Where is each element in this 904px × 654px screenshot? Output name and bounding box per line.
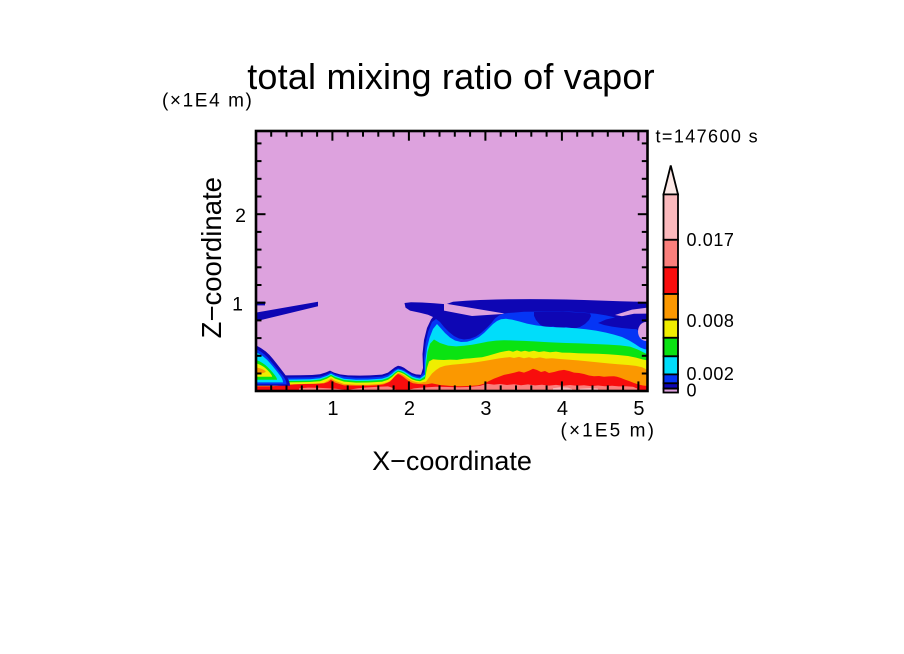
svg-text:0.002: 0.002	[687, 364, 735, 384]
svg-text:t=147600 s: t=147600 s	[656, 127, 760, 147]
svg-text:3: 3	[480, 398, 491, 420]
svg-text:4: 4	[557, 398, 568, 420]
svg-text:2: 2	[235, 205, 246, 227]
svg-text:total mixing ratio of vapor: total mixing ratio of vapor	[247, 56, 655, 97]
svg-text:X−coordinate: X−coordinate	[372, 446, 532, 476]
svg-text:(×1E5 m): (×1E5 m)	[561, 421, 656, 442]
svg-text:1: 1	[232, 294, 243, 316]
svg-text:2: 2	[404, 398, 415, 420]
svg-text:5: 5	[633, 398, 644, 420]
svg-text:(×1E4 m): (×1E4 m)	[162, 91, 253, 112]
svg-text:0.017: 0.017	[687, 230, 735, 250]
svg-text:Z−coordinate: Z−coordinate	[196, 177, 227, 338]
svg-text:0: 0	[687, 381, 698, 401]
svg-text:1: 1	[327, 398, 338, 420]
svg-text:0.008: 0.008	[687, 311, 735, 331]
